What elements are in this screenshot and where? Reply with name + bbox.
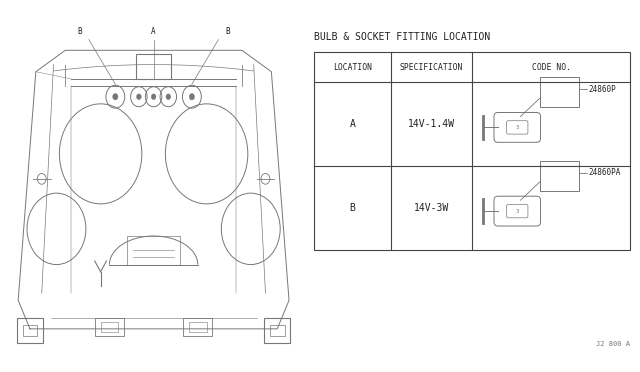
Text: 14V-3W: 14V-3W [414,203,449,213]
Text: 3: 3 [515,209,519,214]
Bar [183,318,212,336]
Circle shape [136,94,141,100]
Text: A: A [151,27,156,36]
Bar [270,325,285,336]
Text: B: B [225,27,230,36]
Text: B: B [77,27,83,36]
Bar [314,52,630,250]
Text: SPECIFICATION: SPECIFICATION [400,62,463,72]
Text: 14V-1.4W: 14V-1.4W [408,119,455,129]
Circle shape [189,93,195,100]
Text: LOCATION: LOCATION [333,62,372,72]
Circle shape [151,94,156,100]
Bar [136,54,172,79]
Text: B: B [349,203,355,213]
Bar [100,322,118,333]
Bar [540,77,579,107]
Text: A: A [349,119,355,129]
Bar [22,325,37,336]
Bar [17,318,44,343]
Bar [264,318,291,343]
Bar [95,318,124,336]
Bar [189,322,207,333]
Text: 3: 3 [515,125,519,130]
Text: 24860P: 24860P [588,84,616,94]
Text: BULB & SOCKET FITTING LOCATION: BULB & SOCKET FITTING LOCATION [314,32,490,42]
Bar [540,161,579,191]
Text: CODE NO.: CODE NO. [532,62,571,72]
Bar [127,236,180,264]
Circle shape [166,94,171,100]
Circle shape [113,93,118,100]
Text: J2 800 A: J2 800 A [596,341,630,347]
Text: 24860PA: 24860PA [588,168,621,177]
